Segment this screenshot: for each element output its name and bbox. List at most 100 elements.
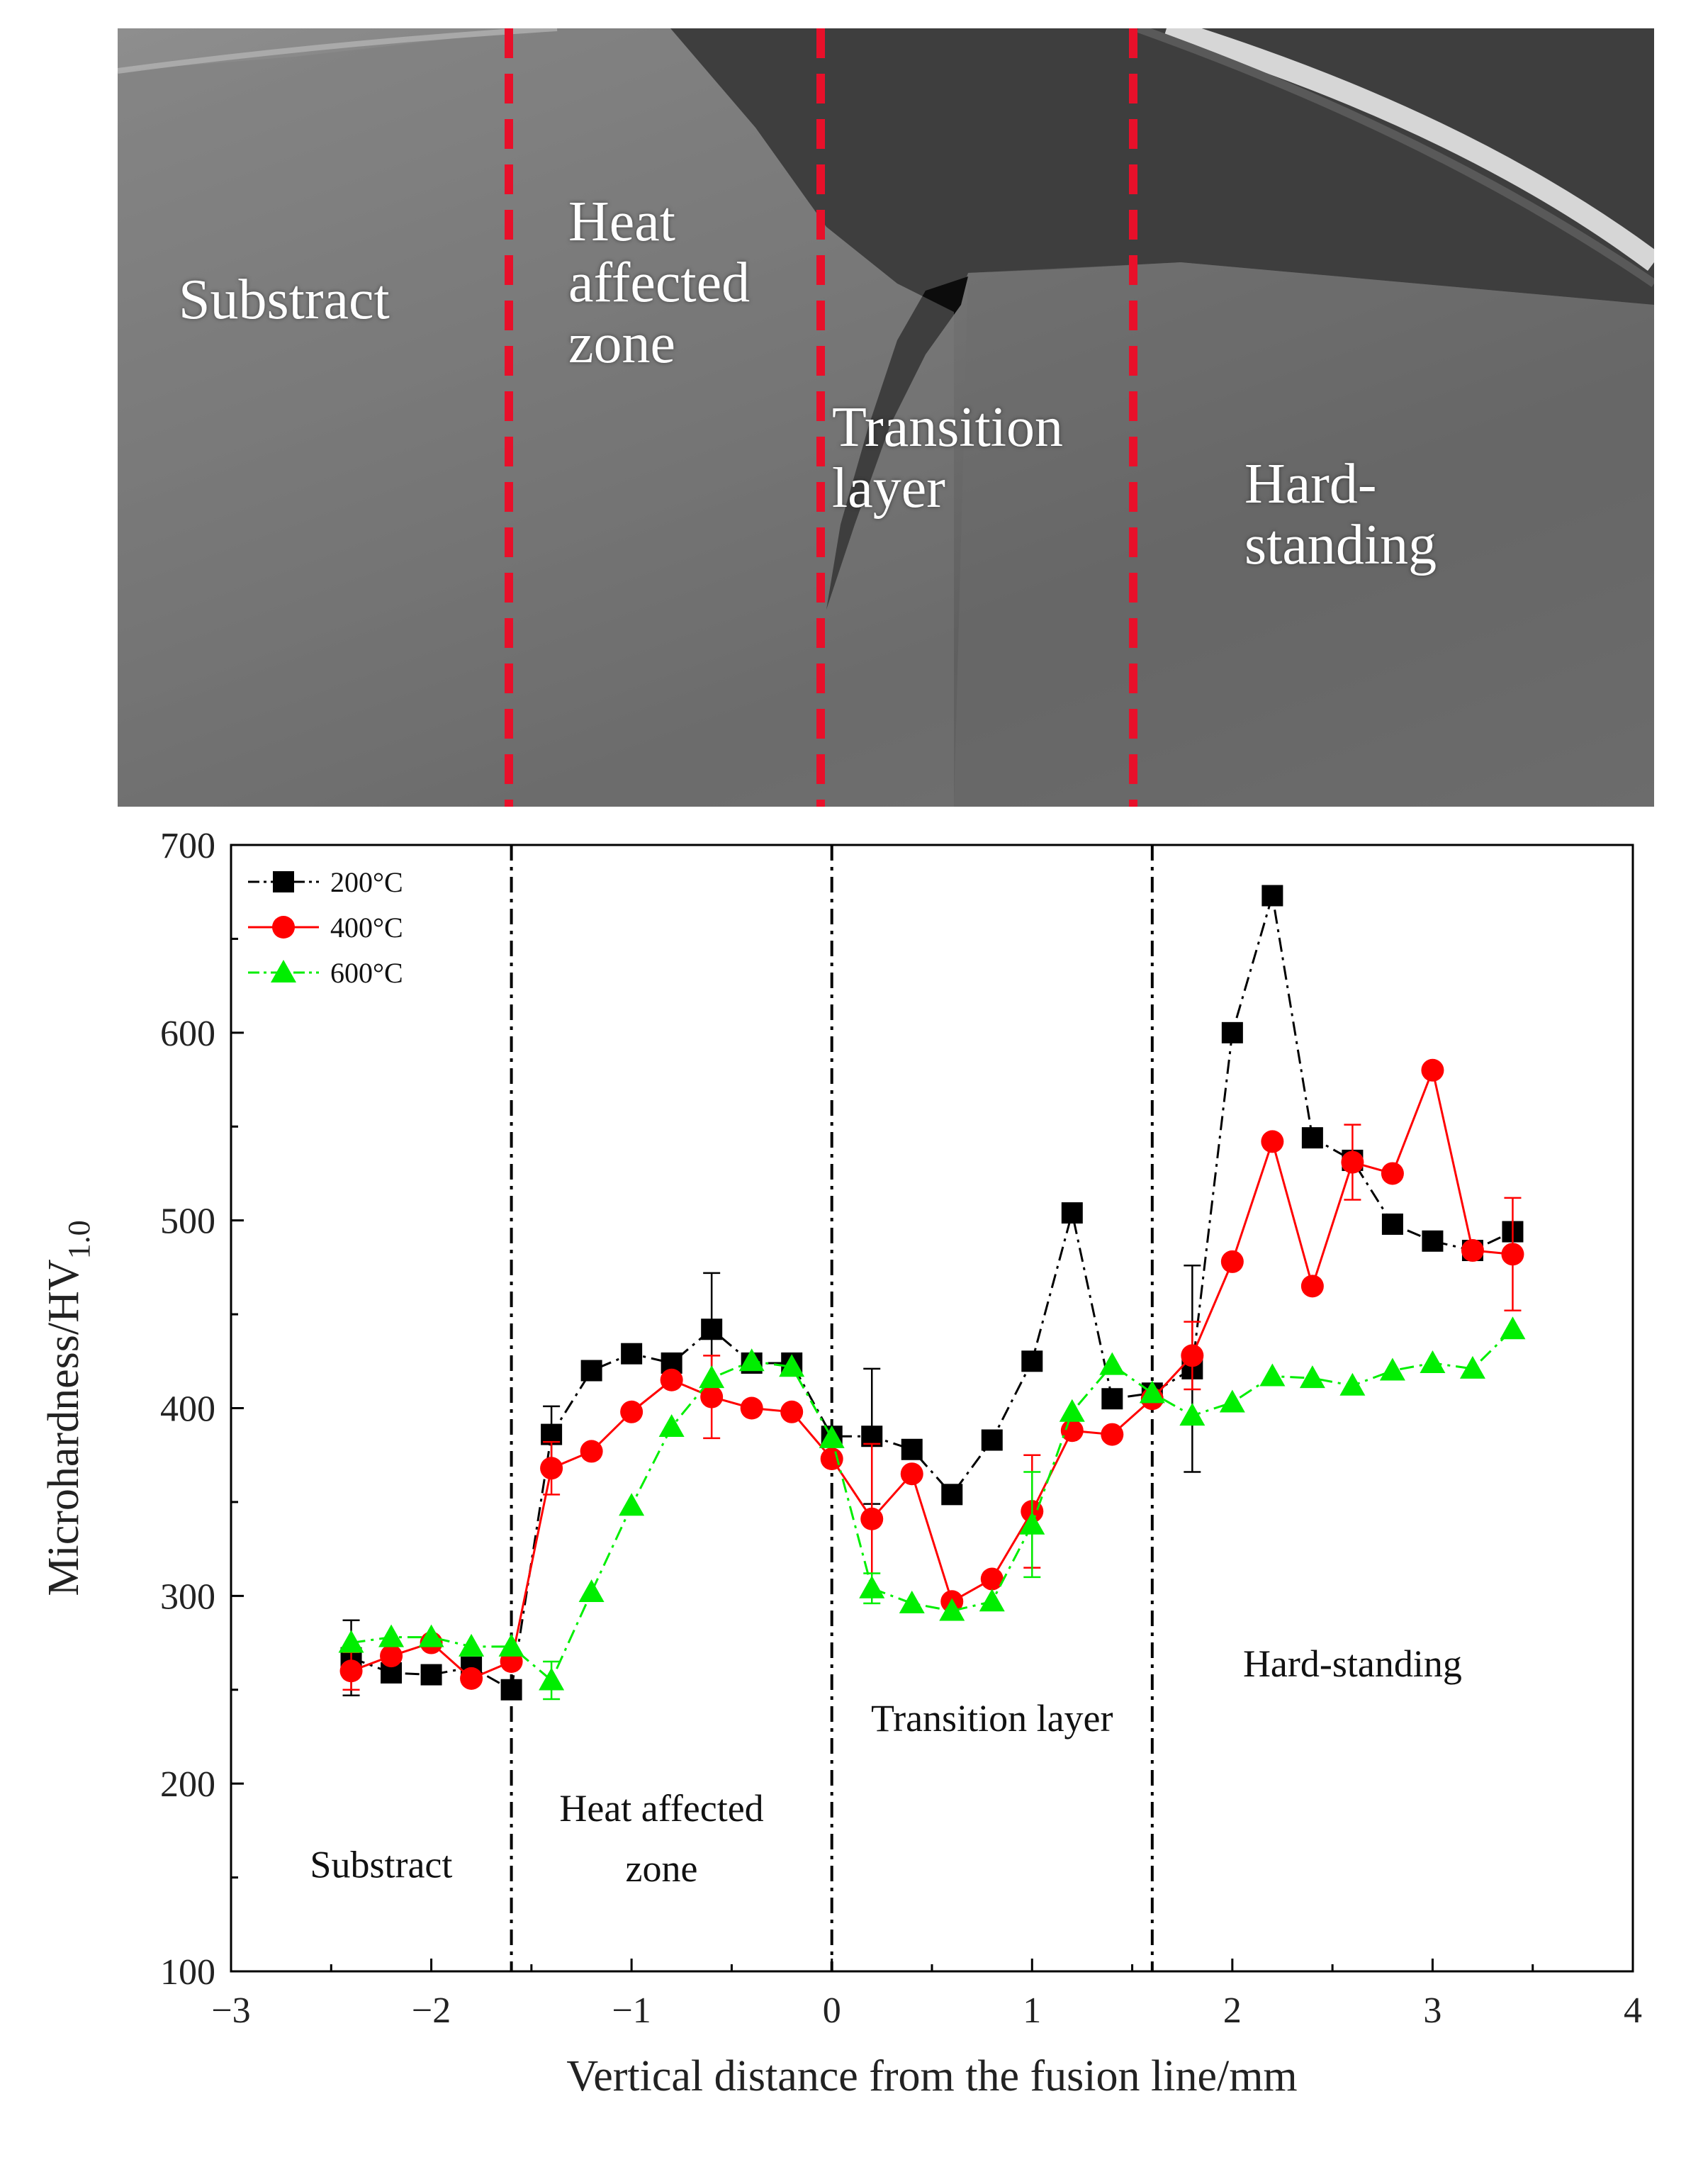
data-point [1339,1372,1366,1396]
data-point [901,1438,923,1460]
data-point [1300,1275,1324,1298]
data-point [1220,1250,1244,1273]
x-tick-label: 2 [1223,1990,1242,2031]
data-point [1421,1058,1444,1082]
data-point [380,1645,403,1668]
data-point [420,1664,442,1686]
data-point [1059,1399,1085,1422]
data-point [1139,1380,1165,1404]
data-point [1061,1202,1083,1224]
sem-micrograph: Substract Heat affected zone Transition … [118,28,1654,807]
y-tick-label: 600 [160,1014,215,1054]
chart-series [338,885,1526,1701]
x-tick-label: −1 [612,1990,651,2031]
data-point [418,1624,444,1647]
legend-marker [272,916,295,939]
data-point [339,1659,363,1683]
data-point [619,1493,645,1516]
data-point [621,1343,643,1365]
data-point [780,1400,804,1423]
data-point [1219,1389,1245,1413]
data-point [620,1400,644,1423]
data-point [658,1413,685,1437]
series-line [351,1066,1513,1680]
y-axis-title-subscript: 1.0 [62,1220,96,1259]
data-point [1381,1162,1404,1185]
y-axis-title-main: Microhardness/HV [40,1259,88,1596]
y-tick-label: 200 [160,1764,215,1805]
chart-axes: −3 −2 −1 0 1 2 3 4 100 200 300 400 500 600 700 Vertical… [40,826,1642,2100]
region-label: Substract [310,1844,452,1886]
region-label: Heat affected [559,1787,763,1830]
data-point [819,1425,845,1448]
data-point [1099,1352,1125,1375]
chart-legend: 200°C 400°C 600°C [248,866,403,989]
data-point [1259,1363,1286,1387]
sem-label-substrate: Substract [179,269,390,331]
data-point [1261,1130,1284,1153]
data-point [539,1667,565,1691]
data-point [700,1385,724,1409]
data-point [779,1354,805,1377]
data-point [979,1589,1005,1612]
sem-label-haz: Heat affected zone [568,191,751,375]
data-point [981,1429,1003,1451]
data-point [1420,1350,1446,1373]
data-point [1301,1127,1323,1149]
data-point [1501,1243,1524,1266]
legend-marker [273,871,294,892]
data-point [498,1633,524,1657]
x-tick-label: −3 [211,1990,250,2031]
region-label: Hard-standing [1243,1642,1462,1685]
micrograph-texture [118,28,1654,807]
data-point [701,1318,723,1340]
x-tick-label: −2 [412,1990,451,2031]
sem-label-hard: Hard- standing [1244,453,1437,576]
sem-label-transition: Transition layer [832,396,1064,520]
x-tick-label: 3 [1423,1990,1441,2031]
data-point [580,1440,603,1463]
y-tick-label: 700 [160,826,215,866]
data-point [500,1679,522,1701]
microhardness-chart: −3 −2 −1 0 1 2 3 4 100 200 300 400 500 600 700 Vertical… [40,826,1642,2100]
y-tick-label: 100 [160,1952,215,1993]
data-point [900,1462,923,1486]
data-point [580,1360,602,1382]
x-tick-label: 0 [823,1990,841,2031]
data-point [939,1598,965,1621]
data-point [1060,1419,1084,1443]
y-axis-title: Microhardness/HV1.0 [40,1220,96,1596]
data-point [578,1579,605,1603]
data-point [459,1633,485,1657]
legend-label: 200°C [330,866,403,898]
data-point [941,1484,963,1506]
data-point [1181,1344,1204,1367]
series-200CC [340,885,1524,1701]
series-600CC [338,1316,1526,1701]
region-dividers [510,845,1154,1971]
data-point [1179,1403,1206,1426]
data-point [1021,1350,1043,1372]
x-tick-label: 1 [1023,1990,1041,2031]
data-point [1500,1316,1526,1340]
region-label: zone [626,1847,698,1890]
data-point [1299,1365,1325,1389]
data-point [1381,1213,1403,1235]
data-point [740,1396,763,1420]
data-point [980,1567,1004,1591]
legend-label: 400°C [330,912,403,943]
x-axis-title: Vertical distance from the fusion line/m… [566,2052,1297,2100]
data-point [1341,1150,1364,1174]
data-point [460,1667,483,1690]
legend-marker [271,960,296,982]
data-point [1019,1511,1045,1535]
legend-label: 600°C [330,957,403,989]
series-400CC [339,1058,1524,1691]
data-point [1101,1388,1123,1410]
data-point [1379,1357,1405,1381]
data-point [699,1365,725,1389]
data-point [1461,1239,1484,1262]
data-point [860,1507,884,1530]
data-point [1422,1230,1444,1252]
chart-labels: Substract Heat affected zone Transition lay… [310,1642,1461,1890]
